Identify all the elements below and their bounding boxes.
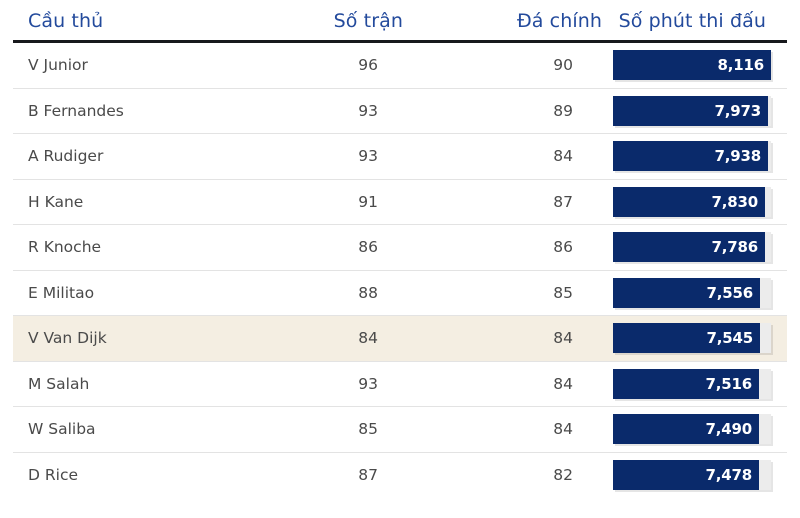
- matches-value: 86: [358, 238, 378, 257]
- starts-value: 89: [553, 101, 573, 120]
- minutes-bar-cell: 7,516: [602, 368, 771, 399]
- player-name: M Salah: [28, 374, 90, 393]
- minutes-bar: 7,516: [613, 368, 759, 399]
- matches-value: 87: [358, 466, 378, 485]
- table-row[interactable]: B Fernandes 93 89 7,973: [13, 89, 787, 134]
- minutes-bar: 7,786: [613, 232, 765, 263]
- minutes-value: 7,786: [711, 238, 759, 257]
- minutes-value: 7,938: [714, 147, 762, 166]
- minutes-value: 8,116: [717, 56, 765, 75]
- minutes-value: 7,545: [706, 329, 754, 348]
- minutes-bar: 7,490: [613, 414, 759, 445]
- minutes-bar-cell: 7,478: [602, 460, 771, 491]
- starts-value: 90: [553, 56, 573, 75]
- table-row[interactable]: V Van Dijk 84 84 7,545: [13, 316, 787, 362]
- minutes-bar-track: 7,545: [613, 323, 771, 354]
- matches-value: 96: [358, 56, 378, 75]
- minutes-bar: 7,545: [613, 323, 760, 354]
- minutes-bar-cell: 7,786: [602, 232, 771, 263]
- minutes-value: 7,490: [705, 420, 753, 439]
- table-row[interactable]: V Junior 96 90 8,116: [13, 43, 787, 89]
- minutes-bar-track: 8,116: [613, 50, 771, 81]
- starts-value: 84: [553, 420, 573, 439]
- minutes-bar-track: 7,938: [613, 141, 771, 172]
- minutes-bar: 7,556: [613, 277, 760, 308]
- minutes-bar: 7,830: [613, 186, 765, 217]
- player-name: E Militao: [28, 283, 95, 302]
- minutes-bar-track: 7,478: [613, 460, 771, 491]
- table-row[interactable]: W Saliba 85 84 7,490: [13, 407, 787, 453]
- player-name: V Junior: [28, 56, 88, 75]
- column-header-starts: Đá chính: [516, 10, 602, 32]
- player-name: H Kane: [28, 192, 84, 211]
- minutes-value: 7,556: [706, 283, 754, 302]
- minutes-value: 7,830: [711, 192, 759, 211]
- minutes-bar-track: 7,556: [613, 277, 771, 308]
- player-name: R Knoche: [28, 238, 102, 257]
- minutes-bar-cell: 7,490: [602, 414, 771, 445]
- starts-value: 86: [553, 238, 573, 257]
- player-name: D Rice: [28, 466, 78, 485]
- minutes-value: 7,516: [705, 374, 753, 393]
- matches-value: 85: [358, 420, 378, 439]
- matches-value: 88: [358, 283, 378, 302]
- minutes-bar-cell: 8,116: [602, 50, 771, 81]
- minutes-bar-cell: 7,973: [602, 95, 771, 126]
- minutes-bar-cell: 7,556: [602, 277, 771, 308]
- minutes-bar-cell: 7,938: [602, 141, 771, 172]
- minutes-bar: 8,116: [613, 50, 771, 81]
- minutes-bar-track: 7,973: [613, 95, 771, 126]
- table-header: Cầu thủ Số trận Đá chính Số phút thi đấu: [13, 0, 787, 43]
- player-name: V Van Dijk: [28, 329, 107, 348]
- matches-value: 91: [358, 192, 378, 211]
- player-name: A Rudiger: [28, 147, 104, 166]
- table-body: V Junior 96 90 8,116 B Fernandes 93 89 7…: [13, 43, 787, 498]
- starts-value: 87: [553, 192, 573, 211]
- table-row[interactable]: M Salah 93 84 7,516: [13, 362, 787, 407]
- matches-value: 93: [358, 374, 378, 393]
- minutes-bar-track: 7,830: [613, 186, 771, 217]
- minutes-bar-track: 7,516: [613, 368, 771, 399]
- minutes-value: 7,478: [705, 466, 753, 485]
- table-row[interactable]: R Knoche 86 86 7,786: [13, 225, 787, 271]
- starts-value: 84: [553, 374, 573, 393]
- table-row[interactable]: A Rudiger 93 84 7,938: [13, 134, 787, 180]
- starts-value: 84: [553, 329, 573, 348]
- matches-value: 93: [358, 101, 378, 120]
- table-row[interactable]: D Rice 87 82 7,478: [13, 453, 787, 499]
- minutes-bar-cell: 7,830: [602, 186, 771, 217]
- table-row[interactable]: E Militao 88 85 7,556: [13, 271, 787, 316]
- minutes-bar-track: 7,786: [613, 232, 771, 263]
- matches-value: 84: [358, 329, 378, 348]
- column-header-matches: Số trận: [333, 10, 403, 32]
- column-header-minutes: Số phút thi đấu: [618, 10, 766, 32]
- minutes-value: 7,973: [714, 101, 762, 120]
- minutes-bar: 7,938: [613, 141, 768, 172]
- minutes-bar: 7,973: [613, 95, 768, 126]
- minutes-bar-track: 7,490: [613, 414, 771, 445]
- matches-value: 93: [358, 147, 378, 166]
- minutes-bar: 7,478: [613, 460, 759, 491]
- starts-value: 84: [553, 147, 573, 166]
- table-row[interactable]: H Kane 91 87 7,830: [13, 180, 787, 225]
- column-header-player: Cầu thủ: [28, 10, 104, 32]
- starts-value: 82: [553, 466, 573, 485]
- player-name: B Fernandes: [28, 101, 124, 120]
- player-name: W Saliba: [28, 420, 96, 439]
- minutes-bar-cell: 7,545: [602, 323, 771, 354]
- starts-value: 85: [553, 283, 573, 302]
